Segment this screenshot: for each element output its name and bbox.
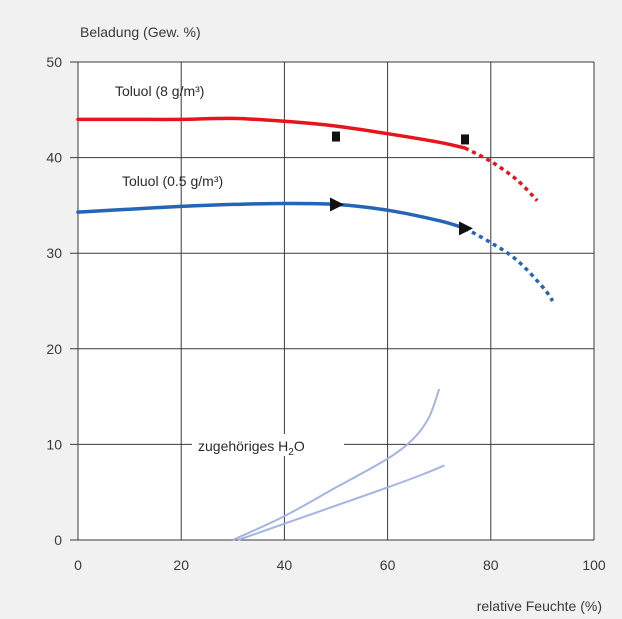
y-tick-label: 10 [46,436,62,452]
square-marker [461,134,469,145]
x-tick-label: 40 [277,557,293,573]
x-tick-label: 0 [74,557,82,573]
series-label-toluol-05: Toluol (0.5 g/m³) [122,173,223,189]
y-tick-label: 30 [46,245,62,261]
arrow-marker [330,197,344,212]
h2o-label-prefix: zugehöriges H [198,438,288,454]
y-tick-label: 40 [46,150,62,166]
square-marker [332,131,340,142]
h2o-label-suffix: O [294,438,305,454]
tick-labels: 0 20 40 60 80 100 0 10 20 30 40 50 [46,54,605,573]
x-tick-label: 60 [380,557,396,573]
h2o-label-background [192,434,344,456]
y-axis-title: Beladung (Gew. %) [80,24,201,40]
y-tick-label: 0 [54,532,62,548]
x-tick-label: 100 [582,557,606,573]
arrow-marker [459,221,473,236]
series-label-toluol-8: Toluol (8 g/m³) [115,83,204,99]
series-label-h2o: zugehöriges H2O [198,438,305,458]
h2o-label-subscript: 2 [288,447,294,458]
x-axis-title: relative Feuchte (%) [477,598,602,614]
series-line-1 [76,116,467,150]
x-tick-label: 80 [483,557,499,573]
markers [330,131,473,236]
x-tick-label: 20 [173,557,189,573]
h2o-curve-1 [232,388,441,541]
plot-area [78,62,594,540]
series-dotted-extension-2 [464,226,555,303]
h2o-curve-2 [237,464,445,541]
series-line-2 [76,201,467,231]
y-tick-label: 50 [46,54,62,70]
series-lines [76,116,555,541]
y-tick-label: 20 [46,341,62,357]
